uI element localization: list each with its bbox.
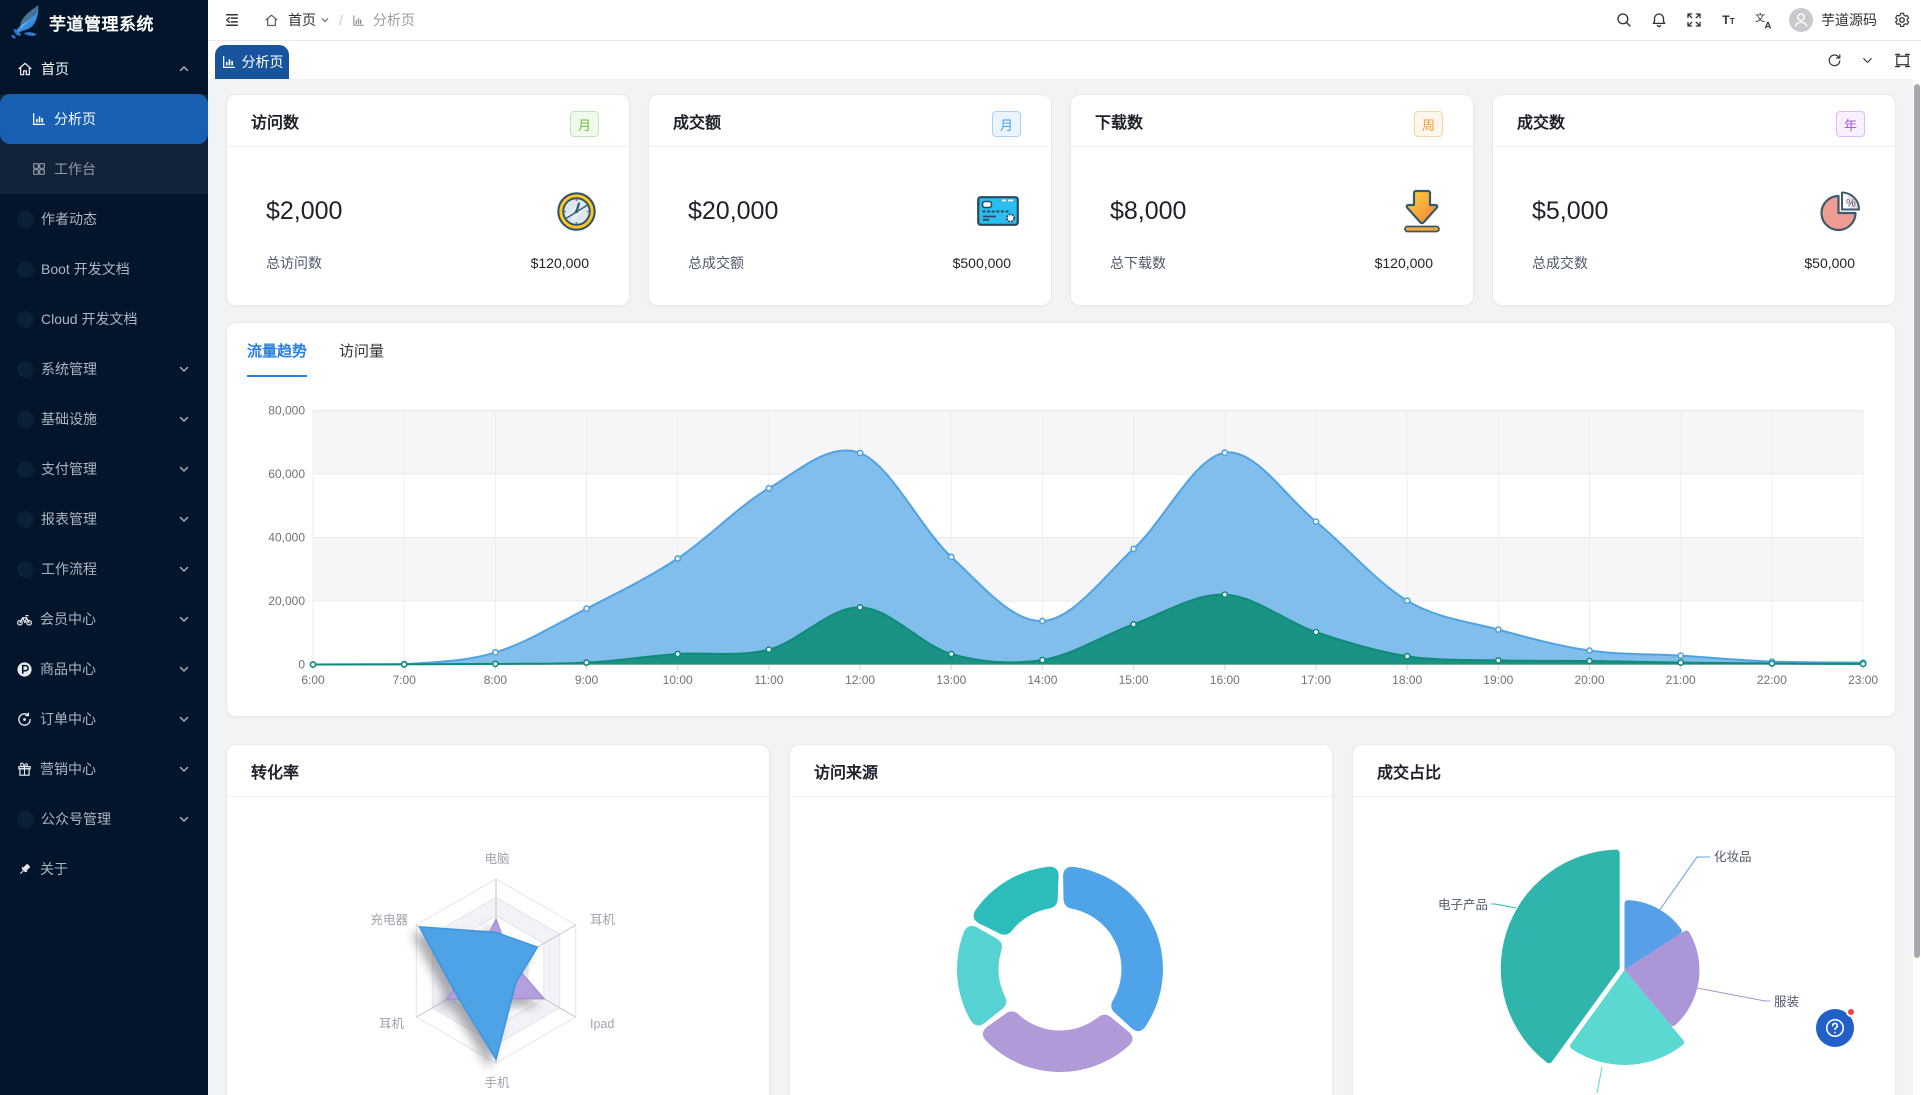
svg-text:11:00: 11:00	[754, 673, 783, 687]
svg-text:耳机: 耳机	[379, 1017, 405, 1031]
svg-text:T: T	[1722, 13, 1730, 27]
svg-text:6:00: 6:00	[301, 673, 325, 687]
svg-text:12:00: 12:00	[845, 673, 875, 687]
svg-text:19:00: 19:00	[1483, 673, 1513, 687]
svg-text:20,000: 20,000	[268, 594, 305, 608]
svg-text:8:00: 8:00	[484, 673, 508, 687]
svg-text:电子产品: 电子产品	[1438, 898, 1488, 912]
svg-text:A: A	[1765, 20, 1772, 30]
svg-text:16:00: 16:00	[1210, 673, 1240, 687]
svg-text:14:00: 14:00	[1027, 673, 1057, 687]
svg-text:手机: 手机	[484, 1076, 510, 1090]
svg-text:7:00: 7:00	[393, 673, 417, 687]
svg-text:充电器: 充电器	[370, 912, 408, 927]
svg-text:21:00: 21:00	[1666, 673, 1696, 687]
svg-text:15:00: 15:00	[1119, 673, 1149, 687]
svg-text:18:00: 18:00	[1392, 673, 1422, 687]
svg-text:60,000: 60,000	[268, 467, 305, 481]
svg-text:20:00: 20:00	[1574, 673, 1604, 687]
svg-text:22:00: 22:00	[1757, 673, 1787, 687]
svg-text:40,000: 40,000	[268, 531, 305, 545]
svg-text:电脑: 电脑	[484, 852, 509, 866]
svg-text:服装: 服装	[1774, 995, 1799, 1009]
svg-text:9:00: 9:00	[575, 673, 599, 687]
svg-text:0: 0	[298, 658, 305, 672]
svg-text:耳机: 耳机	[590, 913, 616, 927]
svg-text:10:00: 10:00	[663, 673, 693, 687]
svg-text:%: %	[1846, 198, 1856, 210]
svg-text:Ipad: Ipad	[590, 1017, 614, 1031]
svg-text:13:00: 13:00	[936, 673, 966, 687]
svg-text:17:00: 17:00	[1301, 673, 1331, 687]
svg-text:80,000: 80,000	[268, 404, 305, 418]
svg-text:化妆品: 化妆品	[1714, 850, 1752, 864]
svg-text:23:00: 23:00	[1848, 673, 1878, 687]
svg-text:文: 文	[1755, 11, 1765, 24]
svg-text:T: T	[1730, 17, 1735, 26]
